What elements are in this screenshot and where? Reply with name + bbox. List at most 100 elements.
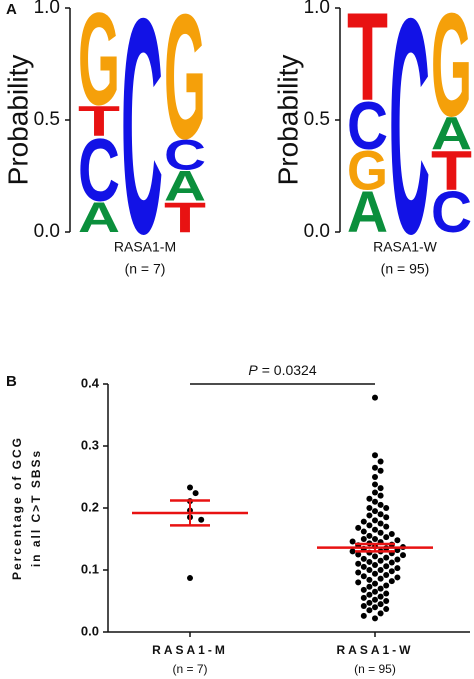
logo-letter: C xyxy=(78,120,120,219)
data-point xyxy=(366,607,373,614)
data-point xyxy=(377,557,384,564)
data-point xyxy=(187,484,193,491)
data-point xyxy=(377,501,384,508)
logo-letter: C xyxy=(121,0,163,297)
logo-letter: A xyxy=(347,180,388,245)
data-point xyxy=(377,601,384,608)
data-point xyxy=(360,573,367,580)
y-axis-label: Probability xyxy=(2,55,33,186)
data-point xyxy=(394,574,401,581)
data-point xyxy=(360,602,367,609)
data-point xyxy=(349,548,356,555)
data-point xyxy=(372,580,378,587)
logo-letter: C xyxy=(389,0,430,297)
data-point xyxy=(372,562,378,569)
data-point xyxy=(388,559,395,566)
data-point xyxy=(372,604,378,611)
data-point xyxy=(372,481,378,488)
panel-label: B xyxy=(6,373,17,390)
data-point xyxy=(377,492,384,499)
data-point xyxy=(355,579,362,586)
logo-letter: C xyxy=(431,180,472,245)
data-point xyxy=(394,537,401,544)
data-point xyxy=(377,575,384,582)
y-tick-label: 0.2 xyxy=(81,499,99,514)
data-point xyxy=(400,552,406,559)
data-point xyxy=(372,526,378,533)
data-point xyxy=(366,532,373,539)
data-point xyxy=(388,568,395,575)
x-axis-label: RASA1-W xyxy=(373,239,438,255)
data-point xyxy=(377,567,384,573)
logo-letter: T xyxy=(347,0,388,127)
data-point xyxy=(360,555,367,562)
logo-letter: C xyxy=(347,90,388,165)
data-point xyxy=(372,464,378,471)
data-point xyxy=(372,394,378,401)
logo-letter: G xyxy=(431,0,472,147)
y-tick-label: 0.4 xyxy=(81,375,100,390)
logo-letter: T xyxy=(78,97,120,145)
data-point xyxy=(372,489,378,496)
data-point xyxy=(383,571,390,578)
data-point xyxy=(394,565,401,572)
data-point xyxy=(366,576,373,583)
data-point xyxy=(366,591,373,598)
data-point xyxy=(372,517,378,524)
data-point xyxy=(372,570,378,577)
y-axis-label: Probability xyxy=(272,55,303,186)
y-tick-label: 1.0 xyxy=(34,0,60,18)
data-point xyxy=(360,612,367,619)
data-point xyxy=(366,558,373,565)
data-point xyxy=(372,596,378,603)
data-point xyxy=(198,516,205,523)
data-point xyxy=(360,518,367,525)
x-axis-sublabel: (n = 95) xyxy=(381,261,430,277)
data-point xyxy=(383,563,390,570)
data-point xyxy=(349,538,356,545)
x-axis-sublabel: (n = 7) xyxy=(125,261,166,277)
data-point xyxy=(383,505,390,511)
data-point xyxy=(383,582,390,589)
data-point xyxy=(383,534,390,541)
data-point xyxy=(372,536,378,542)
logo-letter: T xyxy=(431,140,472,202)
x-tick-label: RASA1-M xyxy=(152,643,228,657)
y-axis-label: Percentage of GCG xyxy=(10,436,24,580)
data-point xyxy=(372,498,378,505)
data-point xyxy=(383,590,390,597)
y-tick-label: 0.5 xyxy=(304,109,330,130)
data-point xyxy=(377,529,384,536)
data-point xyxy=(383,523,390,530)
data-point xyxy=(372,615,378,622)
x-tick-sublabel: (n = 95) xyxy=(354,662,396,676)
y-tick-label: 1.0 xyxy=(304,0,330,18)
y-tick-label: 0.0 xyxy=(81,623,99,638)
data-point xyxy=(388,578,395,585)
y-tick-label: 0.0 xyxy=(304,221,330,242)
data-point xyxy=(377,485,384,492)
data-point xyxy=(355,524,362,531)
data-point xyxy=(372,553,378,560)
data-point xyxy=(360,586,367,593)
data-point xyxy=(377,520,384,527)
data-point xyxy=(366,505,373,511)
data-point xyxy=(360,528,367,535)
x-tick-label: RASA1-W xyxy=(337,643,414,657)
y-axis-label: in all C>T SBSs xyxy=(29,449,43,567)
data-point xyxy=(372,452,378,459)
logo-letter: C xyxy=(164,131,206,179)
data-point xyxy=(355,569,362,576)
data-point xyxy=(366,512,373,519)
y-tick-label: 0.3 xyxy=(81,437,99,452)
data-point xyxy=(366,599,373,606)
data-point xyxy=(377,467,384,474)
logo-letter: A xyxy=(164,162,206,210)
data-point xyxy=(366,567,373,573)
data-point xyxy=(383,598,390,604)
data-point xyxy=(377,593,384,600)
data-point xyxy=(372,588,378,595)
data-point xyxy=(383,554,390,561)
annotation-value: = 0.0324 xyxy=(262,362,317,378)
